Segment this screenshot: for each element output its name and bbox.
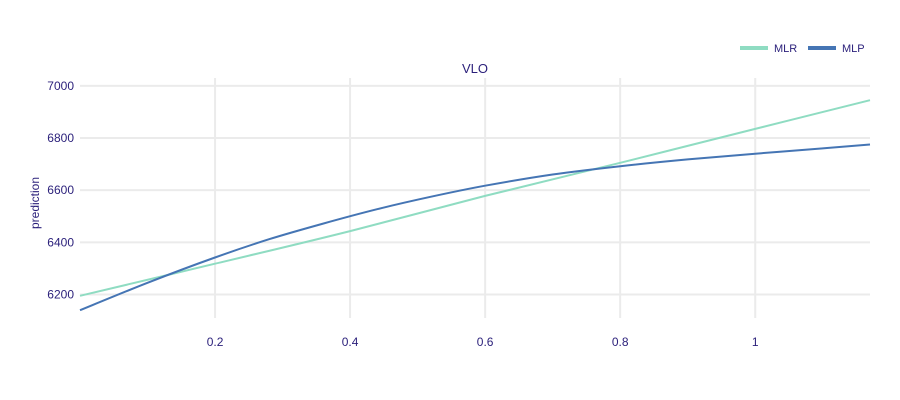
y-axis-title: prediction: [28, 177, 42, 229]
y-tick-label: 7000: [47, 79, 74, 93]
y-tick-label: 6200: [47, 288, 74, 302]
legend-label: MLP: [842, 43, 865, 55]
x-tick-label: 0.2: [207, 335, 224, 349]
y-tick-label: 6400: [47, 235, 74, 249]
x-tick-label: 1: [752, 335, 759, 349]
series-line-mlr: [79, 99, 871, 297]
x-tick-label: 0.6: [477, 335, 494, 349]
legend[interactable]: MLR MLP: [740, 43, 865, 55]
legend-label: MLR: [774, 43, 797, 55]
chart-title: VLO: [462, 61, 488, 76]
y-axis-ticks: 6200 6400 6600 6800 7000: [47, 79, 74, 302]
y-tick-label: 6600: [47, 183, 74, 197]
x-tick-label: 0.8: [612, 335, 629, 349]
series-lines: [79, 99, 871, 312]
legend-item-mlp[interactable]: MLP: [808, 43, 865, 55]
series-line-mlp: [79, 143, 871, 312]
grid-lines: [80, 78, 870, 318]
x-axis-ticks: 0.2 0.4 0.6 0.8 1: [207, 335, 759, 349]
y-tick-label: 6800: [47, 131, 74, 145]
x-tick-label: 0.4: [342, 335, 359, 349]
legend-item-mlr[interactable]: MLR: [740, 43, 797, 55]
